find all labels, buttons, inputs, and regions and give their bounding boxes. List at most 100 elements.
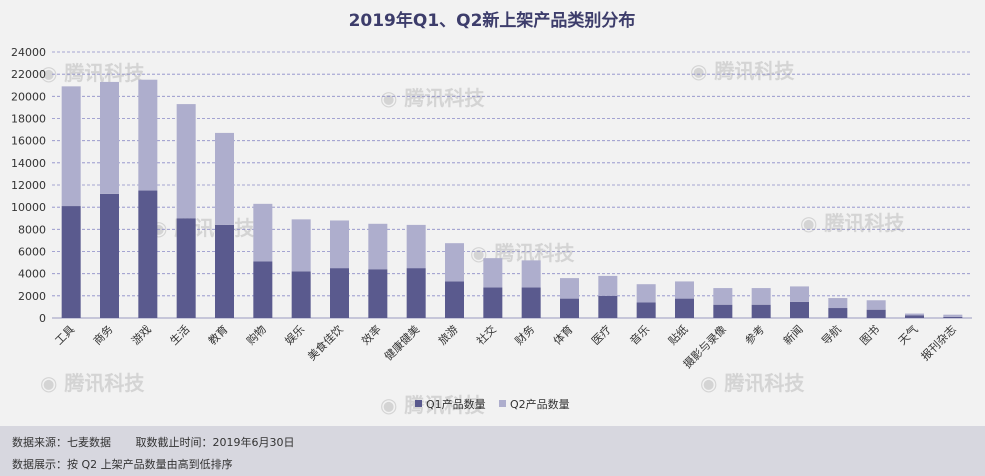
x-tick-label: 娱乐 <box>282 322 307 347</box>
bar-q1 <box>215 224 234 318</box>
x-tick-label: 生活 <box>167 322 192 347</box>
y-tick-label: 20000 <box>11 90 46 103</box>
watermark-text: ◉ 腾讯科技 <box>40 371 145 395</box>
gridlines <box>52 51 972 297</box>
bar-q1 <box>598 295 618 318</box>
y-tick-label: 10000 <box>11 201 46 214</box>
bar-q1 <box>291 271 311 318</box>
bar-q1 <box>828 308 848 318</box>
x-tick-label: 效率 <box>358 322 383 347</box>
bar-q1 <box>675 298 694 318</box>
x-tick-label: 游戏 <box>129 323 154 348</box>
bar-chart: 2019年Q1、Q2新上架产品类别分布 ◉ 腾讯科技◉ 腾讯科技◉ 腾讯科技◉ … <box>11 10 972 417</box>
bar-q2 <box>713 288 733 305</box>
x-tick-label: 音乐 <box>627 322 652 347</box>
bar-q1 <box>483 287 503 318</box>
x-tick-label: 工具 <box>53 323 78 348</box>
x-tick-label: 天气 <box>895 322 920 347</box>
footer-note: 数据展示：按 Q2 上架产品数量由高到低排序 <box>12 458 233 471</box>
bar-q1 <box>445 281 464 318</box>
bar-q2 <box>330 220 349 269</box>
x-tick-label: 教育 <box>205 322 230 347</box>
y-tick-label: 2000 <box>18 290 46 303</box>
bars <box>61 79 963 318</box>
watermark-text: ◉ 腾讯科技 <box>380 393 485 417</box>
watermark-text: ◉ 腾讯科技 <box>150 216 255 240</box>
y-axis: 0 2000 4000 6000 8000 10000 12000 14000 16000 180… <box>11 46 972 325</box>
bar-q2 <box>215 132 234 225</box>
x-tick-label: 社交 <box>473 322 498 347</box>
bar-q2 <box>406 224 426 269</box>
x-tick-label: 医疗 <box>588 322 613 347</box>
bar-q2 <box>253 203 273 262</box>
x-tick-label: 贴纸 <box>665 322 690 347</box>
bar-q1 <box>368 269 388 318</box>
y-tick-label: 6000 <box>18 246 46 259</box>
bar-q2 <box>521 260 541 288</box>
bar-q1 <box>560 298 579 318</box>
x-tick-label: 体育 <box>550 322 575 347</box>
bar-q2 <box>560 278 579 299</box>
watermark-text: ◉ 腾讯科技 <box>380 86 485 110</box>
y-tick-label: 0 <box>39 312 46 325</box>
bar-q1 <box>138 190 158 318</box>
y-tick-label: 18000 <box>11 113 46 126</box>
x-tick-label: 报刊杂志 <box>918 322 959 363</box>
bar-q2 <box>138 79 158 191</box>
legend: Q1产品数量 Q2产品数量 <box>415 397 570 411</box>
bar-q1 <box>406 268 426 318</box>
bar-q1 <box>905 315 924 318</box>
x-tick-label: 新闻 <box>780 322 805 347</box>
bar-q1 <box>61 206 81 318</box>
legend-swatch-q1 <box>415 400 422 407</box>
bar-q2 <box>636 284 656 303</box>
bar-q2 <box>291 219 311 272</box>
bar-q2 <box>905 313 924 316</box>
watermark-text: ◉ 腾讯科技 <box>700 371 805 395</box>
y-tick-label: 22000 <box>11 68 46 81</box>
y-tick-label: 24000 <box>11 46 46 59</box>
legend-label-q2: Q2产品数量 <box>510 397 570 411</box>
y-tick-label: 14000 <box>11 157 46 170</box>
footer-source: 数据来源：七麦数据 取数截止时间：2019年6月30日 <box>12 436 295 449</box>
watermark-text: ◉ 腾讯科技 <box>690 59 795 83</box>
bar-q2 <box>598 275 618 296</box>
x-tick-label: 商务 <box>90 322 115 347</box>
bar-q1 <box>330 268 349 318</box>
bar-q2 <box>751 288 771 305</box>
bar-q1 <box>866 309 886 318</box>
y-tick-label: 12000 <box>11 179 46 192</box>
bar-q2 <box>100 81 119 194</box>
bar-q1 <box>636 302 656 318</box>
x-tick-label: 参考 <box>742 322 767 347</box>
bar-q1 <box>790 301 809 318</box>
y-tick-label: 16000 <box>11 135 46 148</box>
bar-q1 <box>176 218 196 318</box>
bar-q2 <box>943 314 963 317</box>
bar-q1 <box>100 193 119 318</box>
bar-q2 <box>828 298 848 309</box>
bar-q2 <box>61 86 81 207</box>
footer: 数据来源：七麦数据 取数截止时间：2019年6月30日 数据展示：按 Q2 上架… <box>0 426 985 476</box>
watermarks: ◉ 腾讯科技 ◉ 腾讯科技 ◉ 腾讯科技 ◉ 腾讯科技 ◉ 腾讯科技 ◉ 腾讯科技 ◉ 腾讯… <box>40 59 905 417</box>
x-tick-label: 美食佳饮 <box>305 322 346 363</box>
bar-q1 <box>521 287 541 318</box>
chart-title: 2019年Q1、Q2新上架产品类别分布 <box>349 10 636 31</box>
watermark-text: ◉ 腾讯科技 <box>40 61 145 85</box>
bar-q2 <box>675 281 694 299</box>
bar-q2 <box>866 300 886 310</box>
x-tick-label: 健康健美 <box>381 322 422 363</box>
watermark-text: ◉ 腾讯科技 <box>800 211 905 235</box>
bar-q1 <box>943 316 963 318</box>
bar-q2 <box>368 223 388 270</box>
bar-q1 <box>253 261 273 318</box>
bar-q2 <box>790 286 809 302</box>
legend-swatch-q2 <box>499 400 506 407</box>
bar-q2 <box>445 243 464 282</box>
bar-q1 <box>713 304 733 318</box>
bar-q2 <box>483 258 503 288</box>
x-tick-label: 购物 <box>243 322 268 347</box>
x-tick-label: 图书 <box>858 323 883 348</box>
x-tick-label: 导航 <box>818 322 843 347</box>
legend-label-q1: Q1产品数量 <box>426 397 486 411</box>
